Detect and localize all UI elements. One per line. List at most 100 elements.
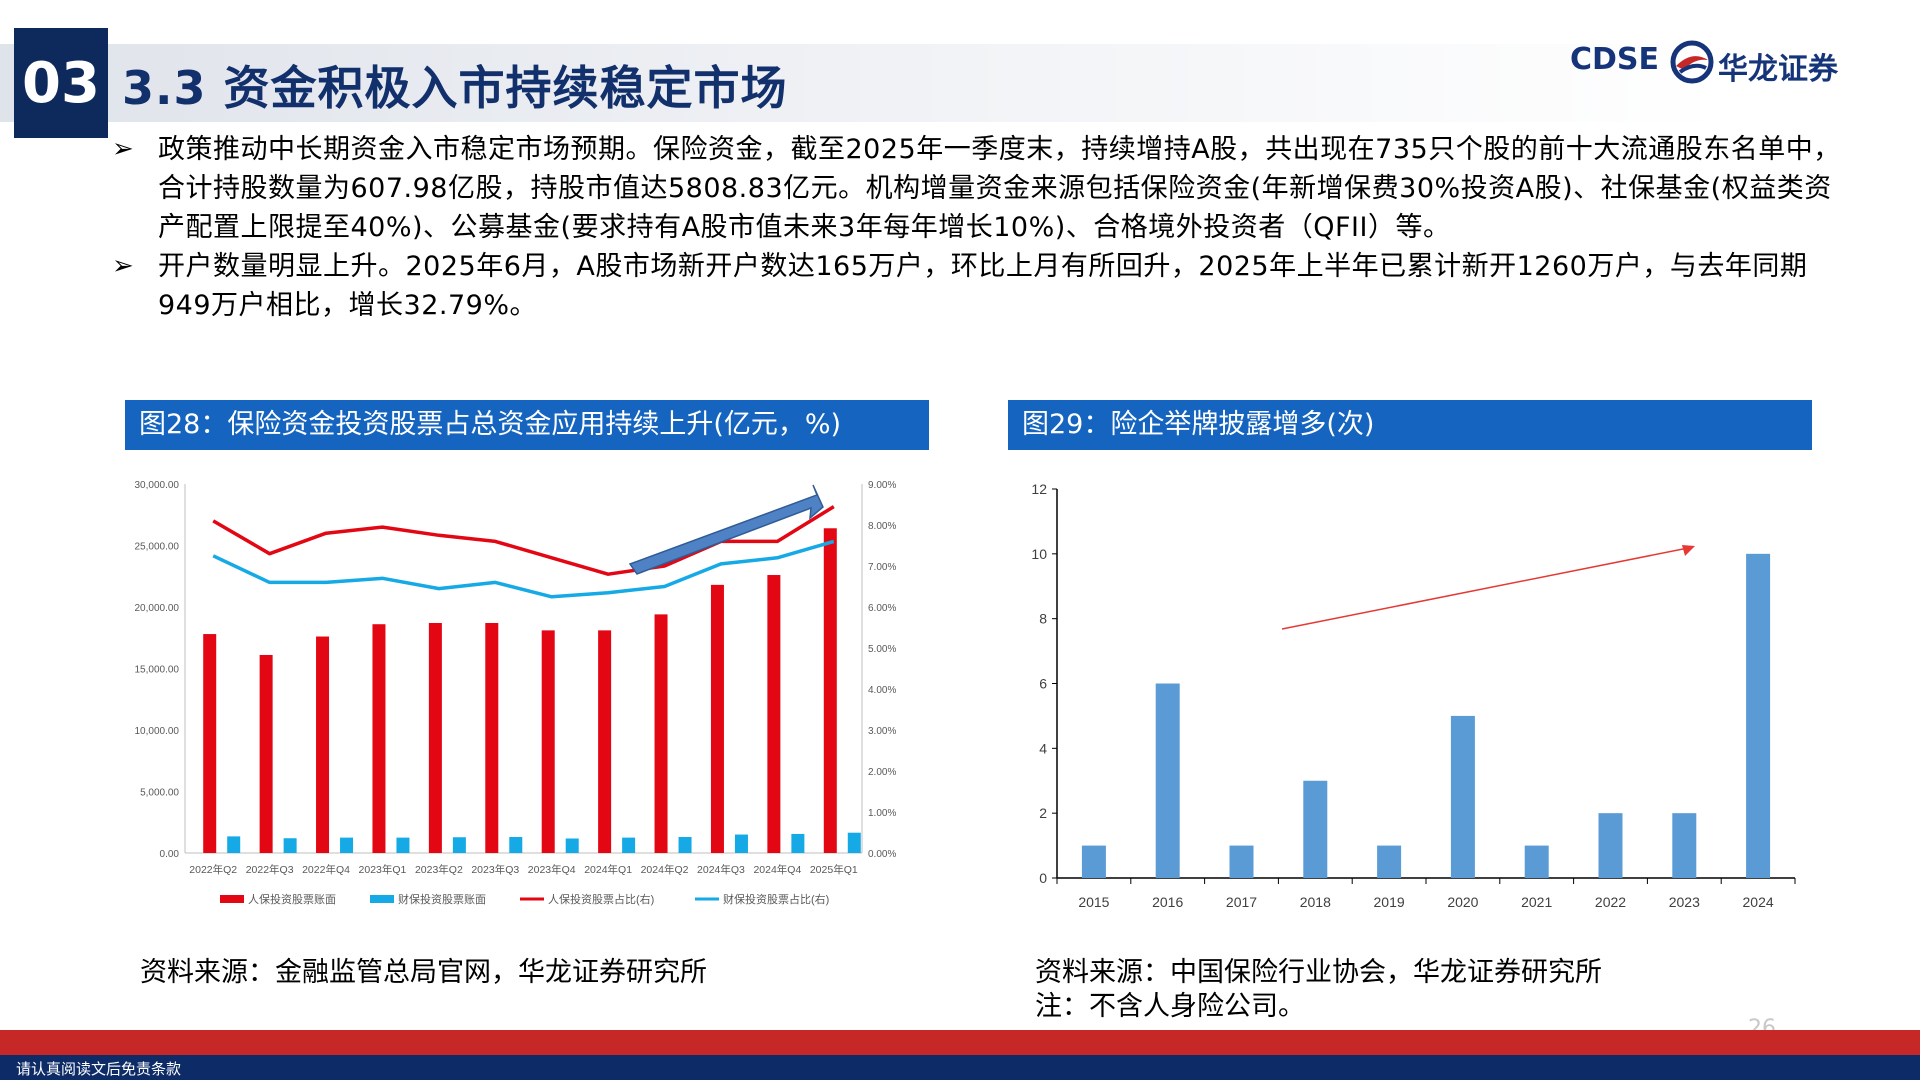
bar	[847, 832, 861, 853]
y-tick-label: 2	[1039, 805, 1047, 821]
y-tick-label: 4	[1039, 740, 1047, 756]
legend-label: 人保投资股票占比(右)	[548, 892, 654, 906]
legend-label: 财保投资股票占比(右)	[723, 892, 829, 906]
right-tick-label: 6.00%	[868, 603, 896, 614]
arrow-bullet-icon: ➢	[112, 134, 134, 164]
x-tick-label: 2019	[1374, 894, 1405, 910]
x-tick-label: 2022	[1595, 894, 1626, 910]
y-tick-label: 8	[1039, 611, 1047, 627]
figure29-note: 注：不含人身险公司。	[1035, 991, 1305, 1022]
bar	[823, 528, 837, 853]
page-title: 3.3 资金积极入市持续稳定市场	[122, 61, 788, 115]
bar	[1081, 845, 1106, 878]
y-tick-label: 6	[1039, 676, 1047, 692]
bar	[654, 614, 668, 853]
x-tick-label: 2024年Q2	[641, 863, 689, 876]
right-tick-label: 4.00%	[868, 685, 896, 696]
figure28-source: 资料来源：金融监管总局官网，华龙证券研究所	[140, 957, 707, 988]
x-tick-label: 2023年Q2	[415, 863, 463, 876]
bar	[622, 837, 636, 853]
figure28-caption: 图28：保险资金投资股票占总资金应用持续上升(亿元，%)	[125, 400, 929, 450]
bar	[203, 634, 217, 853]
x-tick-label: 2023	[1669, 894, 1700, 910]
y-tick-label: 10	[1031, 546, 1047, 562]
bar	[227, 836, 241, 853]
right-tick-label: 7.00%	[868, 562, 896, 573]
legend-label: 人保投资股票账面	[248, 892, 336, 906]
figure29-source: 资料来源：中国保险行业协会，华龙证券研究所	[1035, 957, 1602, 988]
x-tick-label: 2024年Q1	[584, 863, 632, 876]
x-tick-label: 2023年Q3	[471, 863, 519, 876]
x-tick-label: 2022年Q4	[302, 863, 350, 876]
x-tick-label: 2024年Q3	[697, 863, 745, 876]
series-line	[212, 539, 835, 599]
insurance-stock-investment-chart: 0.00 5,000.00 10,000.00 15,000.00 20,000.00 2…	[135, 480, 897, 906]
x-tick-label: 2017	[1226, 894, 1257, 910]
legend-swatch	[370, 895, 394, 903]
bar	[485, 622, 499, 853]
logo-text: CDSE	[1570, 42, 1660, 77]
bar	[428, 622, 442, 853]
bar	[767, 575, 781, 853]
bar	[340, 837, 354, 853]
x-tick-label: 2016	[1152, 894, 1183, 910]
bar	[1672, 813, 1697, 878]
x-tick-label: 2023年Q1	[359, 863, 407, 876]
bar	[1303, 780, 1328, 878]
header-band	[0, 44, 1920, 122]
right-tick-label: 5.00%	[868, 644, 896, 655]
x-tick-label: 2015	[1078, 894, 1109, 910]
bar	[734, 834, 748, 853]
x-tick-label: 2021	[1521, 894, 1552, 910]
right-tick-label: 2.00%	[868, 767, 896, 778]
bar	[541, 630, 555, 853]
bullet-item: ➢ 开户数量明显上升。2025年6月，A股市场新开户数达165万户，环比上月有所…	[112, 247, 1842, 325]
y-tick-label: 12	[1031, 481, 1047, 497]
x-tick-label: 2023年Q4	[528, 863, 576, 876]
x-tick-label: 2022年Q3	[246, 863, 294, 876]
bar	[1229, 845, 1254, 878]
x-tick-label: 2018	[1300, 894, 1331, 910]
right-tick-label: 9.00%	[868, 480, 896, 491]
bar	[1155, 683, 1180, 878]
bullet-item: ➢ 政策推动中长期资金入市稳定市场预期。保险资金，截至2025年一季度末，持续增…	[112, 130, 1842, 247]
arrow-bullet-icon: ➢	[112, 251, 134, 281]
footer-red-bar	[0, 1030, 1920, 1055]
bar	[678, 837, 692, 853]
bar	[1450, 715, 1475, 878]
bullet-text: 政策推动中长期资金入市稳定市场预期。保险资金，截至2025年一季度末，持续增持A…	[158, 134, 1841, 243]
x-tick-label: 2020	[1447, 894, 1478, 910]
left-tick-label: 5,000.00	[140, 788, 179, 799]
series-line	[212, 505, 835, 576]
x-tick-label: 2024年Q4	[753, 863, 801, 876]
logo-chinese-name: 华龙证券	[1718, 52, 1838, 87]
legend-swatch	[220, 895, 244, 903]
x-tick-label: 2025年Q1	[810, 863, 858, 876]
bullet-text: 开户数量明显上升。2025年6月，A股市场新开户数达165万户，环比上月有所回升…	[158, 251, 1808, 321]
section-number: 03	[14, 28, 108, 138]
logo-emblem-icon	[1670, 40, 1714, 88]
y-tick-label: 0	[1039, 870, 1047, 886]
trend-arrow-line	[1281, 546, 1694, 630]
bullet-list: ➢ 政策推动中长期资金入市稳定市场预期。保险资金，截至2025年一季度末，持续增…	[112, 130, 1842, 325]
bar	[710, 584, 724, 853]
x-tick-label: 2022年Q2	[189, 863, 237, 876]
left-tick-label: 30,000.00	[135, 480, 180, 491]
legend-label: 财保投资股票账面	[398, 892, 486, 906]
footer-blue-bar	[0, 1055, 1920, 1080]
bar	[316, 636, 330, 853]
company-logo: CDSE 华龙证券	[1570, 40, 1840, 87]
disclaimer-text: 请认真阅读文后免责条款	[16, 1060, 182, 1078]
left-tick-label: 10,000.00	[135, 726, 180, 737]
bar	[372, 624, 386, 853]
bar	[1746, 553, 1771, 878]
bar	[1598, 813, 1623, 878]
right-tick-label: 3.00%	[868, 726, 896, 737]
bar	[565, 838, 579, 853]
figure29-caption: 图29：险企举牌披露增多(次)	[1008, 400, 1812, 450]
right-tick-label: 8.00%	[868, 521, 896, 532]
bar	[791, 833, 805, 853]
right-tick-label: 0.00%	[868, 849, 896, 860]
left-tick-label: 15,000.00	[135, 665, 180, 676]
x-tick-label: 2024	[1743, 894, 1774, 910]
